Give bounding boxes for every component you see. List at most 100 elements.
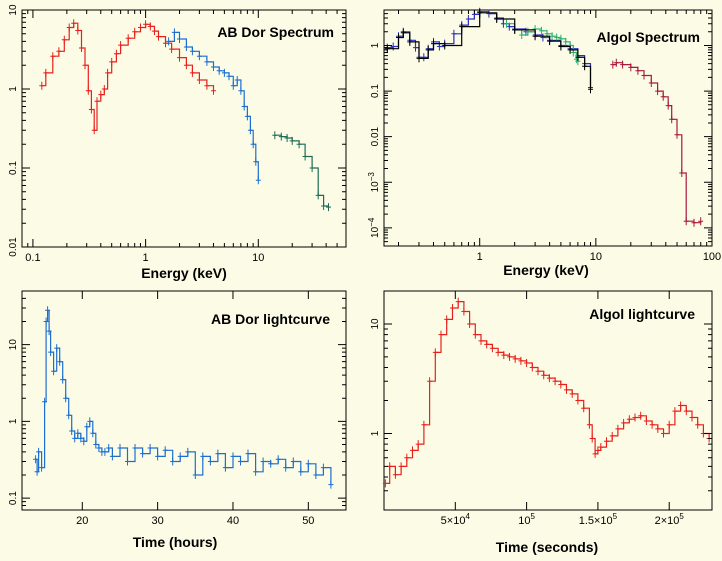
abdor-spectrum-series-1-point [85, 86, 91, 95]
algol-lightcurve-series-1-point [592, 449, 598, 458]
algol-spectrum-series-4-point [431, 39, 436, 48]
algol-lightcurve-ticks: 5×104 105 1.5×105 2×105 1 10 [370, 291, 712, 527]
abdor-lightcurve-series-1-point [48, 348, 54, 357]
abdor-spectrum-series-2-point [221, 68, 227, 77]
algol-lightcurve-series-1-point [689, 413, 695, 422]
algol-lightcurve-series-1-point [695, 420, 701, 429]
abdor-lightcurve-series-1-point [320, 463, 326, 472]
abdor-lightcurve-series-1-point [245, 449, 251, 458]
abdor-lightcurve-series-1-point [192, 471, 198, 479]
abdor-lightcurve-series-1-point [75, 429, 81, 438]
algol-spectrum-series-4-point [582, 62, 588, 71]
abdor-lightcurve-series-1-point [42, 397, 48, 406]
abdor-spectrum-series-1-point [91, 126, 97, 135]
abdor-spectrum-series-1-point [105, 68, 111, 77]
algol-spectrum-y-tick-exponent: −3 [367, 172, 376, 182]
abdor-spectrum-panel: 0.1 1 10 0.01 0.1 1 10 AB Dor Spectrum Energy … [8, 4, 347, 281]
algol-lightcurve-series-1-point [478, 336, 484, 345]
algol-lightcurve-series-1-point [404, 453, 410, 462]
algol-lightcurve-series-1-point [666, 420, 672, 429]
abdor-lightcurve-series-1-point [87, 417, 93, 426]
algol-spectrum-series-4-point [494, 15, 500, 23]
abdor-lightcurve-series-1-point [185, 447, 191, 456]
algol-spectrum-series-4-point [425, 45, 431, 54]
abdor-spectrum-series-1-point [132, 27, 138, 36]
algol-spectrum-series-3-point [648, 79, 654, 87]
algol-lightcurve-series-1-point [501, 351, 507, 360]
algol-lightcurve-series-1-point [450, 304, 455, 312]
algol-lightcurve-series-1-point [455, 297, 461, 306]
abdor-lightcurve-series-1-point [215, 449, 221, 458]
abdor-spectrum-series-1-point [138, 23, 143, 32]
algol-lightcurve-x-tick-exponent: 5 [531, 512, 536, 521]
algol-lightcurve-series-1-point [586, 420, 592, 429]
algol-lightcurve-series-1-point [655, 424, 661, 433]
abdor-lightcurve-x-tick-label: 20 [76, 515, 88, 527]
algol-lightcurve-series-1-point [438, 330, 444, 339]
abdor-spectrum-ticks: 0.1 1 10 0.01 0.1 1 10 [8, 4, 346, 264]
abdor-lightcurve-series-1-point [170, 457, 176, 466]
algol-spectrum-series-3 [612, 62, 702, 224]
abdor-lightcurve-series-1-point [39, 463, 45, 472]
abdor-spectrum-series-3-point [289, 136, 295, 145]
algol-lightcurve-x-tick-label: 1.5×105 [579, 512, 618, 527]
algol-lightcurve-series-1-point [524, 359, 530, 367]
abdor-spectrum-series-1-point [189, 68, 195, 77]
abdor-lightcurve-series-1-point [290, 457, 296, 466]
abdor-spectrum-xlabel: Energy (keV) [141, 265, 227, 281]
algol-spectrum-series-4-point [407, 37, 413, 46]
abdor-lightcurve-x-tick-label: 40 [227, 515, 239, 527]
abdor-lightcurve-series-1-point [96, 444, 102, 452]
algol-spectrum-series-3-point [660, 92, 666, 101]
algol-lightcurve-series-1-point [575, 396, 581, 405]
abdor-lightcurve-series-1-point [34, 467, 40, 476]
algol-lightcurve-series-1-point [444, 315, 450, 324]
algol-lightcurve-x-tick-label: 5×104 [441, 512, 471, 527]
abdor-lightcurve-series-1-point [117, 444, 123, 452]
abdor-spectrum-y-tick-label: 10 [8, 4, 19, 16]
abdor-lightcurve-series-1-point [125, 457, 130, 466]
algol-lightcurve-series-1-point [643, 417, 649, 425]
algol-lightcurve-series-1-point [626, 415, 632, 424]
abdor-lightcurve-series-1-point [283, 463, 289, 472]
abdor-spectrum-series-2-point [238, 86, 244, 95]
abdor-spectrum-series-1-point [211, 86, 216, 95]
abdor-lightcurve-series-1-point [305, 459, 311, 468]
abdor-spectrum-series-1-point [163, 39, 168, 48]
abdor-spectrum-series-2-point [166, 37, 172, 46]
abdor-spectrum-series-1-point [82, 61, 88, 70]
abdor-spectrum-series-2-point [250, 140, 256, 149]
abdor-lightcurve-series-1-point [45, 306, 51, 315]
abdor-lightcurve-series-1-point [222, 463, 228, 472]
algol-spectrum-series-3-point [679, 169, 685, 177]
algol-lightcurve-series-1-point [410, 446, 415, 455]
abdor-spectrum-series-2-point [171, 28, 177, 37]
abdor-spectrum-series-1-point [71, 19, 77, 28]
abdor-lightcurve-series-1-point [147, 444, 153, 452]
algol-spectrum-y-tick-label: 0.01 [370, 127, 381, 147]
algol-lightcurve-x-tick-exponent: 4 [465, 512, 470, 521]
abdor-spectrum-series-3-point [321, 202, 327, 210]
algol-lightcurve-panel: 5×104 105 1.5×105 2×105 1 10 Algol lightcurve… [370, 290, 713, 555]
abdor-lightcurve-series-1-point [328, 480, 334, 489]
algol-spectrum-series-1-point [540, 33, 546, 42]
algol-lightcurve-series-1-point [678, 401, 684, 410]
algol-spectrum-y-tick-label: 0.1 [370, 84, 381, 98]
abdor-spectrum-series-3-point [302, 152, 308, 161]
abdor-spectrum-series-2-point [177, 35, 182, 43]
algol-lightcurve-series-1-point [518, 356, 524, 365]
algol-spectrum-x-tick-label: 1 [477, 251, 483, 263]
algol-spectrum-title: Algol Spectrum [597, 29, 700, 45]
abdor-spectrum-series-1-point [113, 49, 119, 58]
algol-lightcurve-series-1-point [541, 371, 547, 380]
abdor-lightcurve-ticks: 20 30 40 50 0.1 1 10 [8, 291, 346, 527]
algol-spectrum-series-3-point [655, 87, 661, 96]
algol-spectrum-xlabel: Energy (keV) [503, 262, 589, 278]
algol-lightcurve-marks [382, 297, 712, 488]
algol-spectrum-ticks: 1 10 100 10−4 10−3 0.01 0.1 1 [367, 10, 721, 263]
algol-spectrum-series-1-point [451, 29, 457, 38]
abdor-lightcurve-x-tick-label: 30 [152, 515, 164, 527]
abdor-spectrum-series-2-point [204, 57, 210, 66]
algol-lightcurve-series-1-point [564, 385, 569, 394]
algol-spectrum-series-2-point [519, 31, 525, 39]
